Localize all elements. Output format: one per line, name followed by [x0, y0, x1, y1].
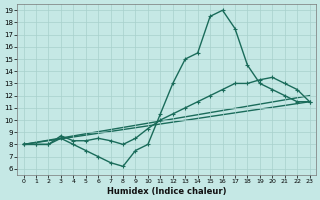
X-axis label: Humidex (Indice chaleur): Humidex (Indice chaleur) — [107, 187, 226, 196]
